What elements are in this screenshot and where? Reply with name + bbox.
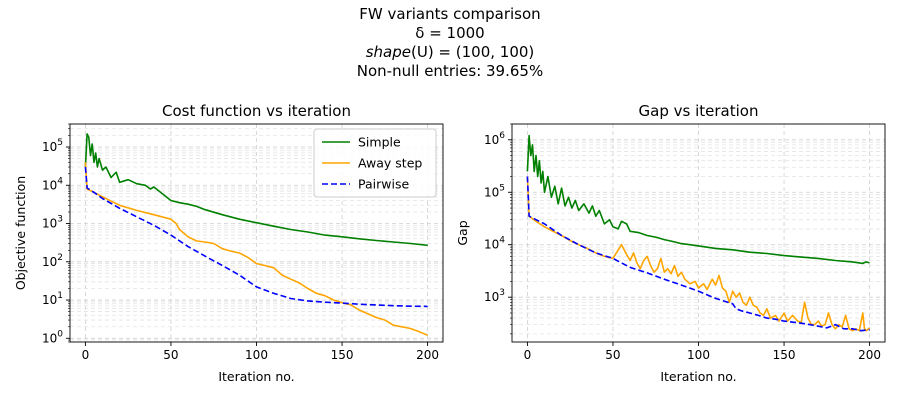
y-tick-label: 103 xyxy=(42,215,63,231)
x-axis-label: Iteration no. xyxy=(660,369,736,384)
plot-title: Gap vs iteration xyxy=(639,102,759,120)
figure-subtitle-nonnull: Non-null entries: 39.65% xyxy=(356,62,544,80)
plot-2: 0 50 100 150 200 103 104 105 106 Gap vs iteration… xyxy=(455,102,886,384)
x-axis-label: Iteration no. xyxy=(218,369,294,384)
x-tick-label: 150 xyxy=(773,348,796,362)
y-tick-label: 102 xyxy=(42,253,63,269)
shape-value: (U) = (100, 100) xyxy=(410,43,535,61)
shape-label: shape xyxy=(365,43,411,61)
legend-label-away-step: Away step xyxy=(358,156,422,171)
legend: Simple Away step Pairwise xyxy=(313,128,437,198)
y-tick-label: 105 xyxy=(42,138,63,154)
series-line-simple xyxy=(84,133,428,247)
y-tick-label: 104 xyxy=(42,176,63,192)
x-tick-label: 100 xyxy=(245,348,268,362)
series-line-pairwise xyxy=(84,166,428,308)
legend-label-simple: Simple xyxy=(358,135,401,150)
figure-subtitle-delta: δ = 1000 xyxy=(415,24,485,42)
x-tick-label: 200 xyxy=(416,348,439,362)
x-tick-label: 50 xyxy=(163,348,178,362)
legend-box xyxy=(313,128,437,198)
y-tick-label: 105 xyxy=(484,183,505,199)
x-tick-label: 0 xyxy=(524,348,532,362)
y-tick-label: 106 xyxy=(484,131,505,147)
series-line-away-step xyxy=(84,162,428,337)
y-axis-label: Objective function xyxy=(13,176,28,290)
series-line-pairwise xyxy=(526,176,870,332)
x-tick-label: 150 xyxy=(331,348,354,362)
x-tick-label: 200 xyxy=(858,348,881,362)
y-tick-label: 100 xyxy=(42,329,63,345)
legend-label-pairwise: Pairwise xyxy=(358,177,409,192)
x-tick-label: 50 xyxy=(605,348,620,362)
series-line-simple xyxy=(526,134,870,265)
plot-title: Cost function vs iteration xyxy=(162,102,351,120)
y-axis-label: Gap xyxy=(455,220,470,245)
figure-subtitle-shape: shape(U) = (100, 100) xyxy=(0,43,900,62)
figure-title: FW variants comparison xyxy=(359,5,541,23)
y-tick-label: 101 xyxy=(42,291,63,307)
x-tick-label: 100 xyxy=(687,348,710,362)
y-tick-label: 103 xyxy=(484,288,505,304)
plot-1: 0 50 100 150 200 100 101 102 103 104 105 Cost funct… xyxy=(13,102,444,384)
series-line-away-step xyxy=(526,176,871,332)
x-tick-label: 0 xyxy=(82,348,90,362)
y-tick-label: 104 xyxy=(484,236,505,252)
